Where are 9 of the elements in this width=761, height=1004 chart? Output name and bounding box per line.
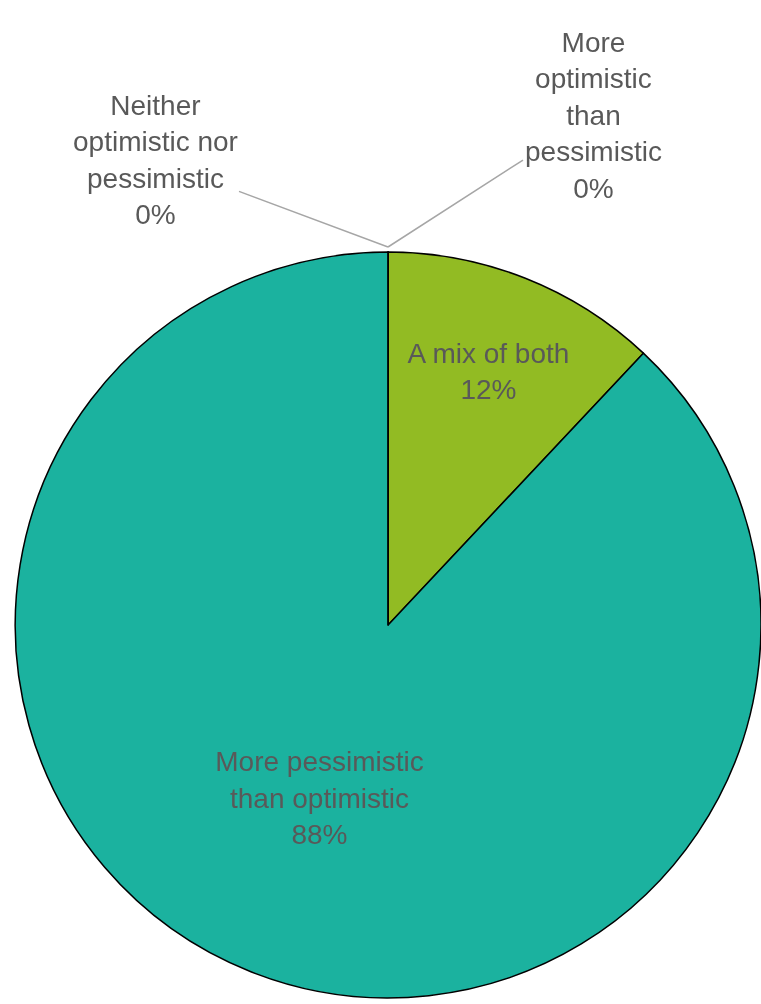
text: 0% (135, 199, 176, 231)
data-label: 12% (460, 374, 517, 406)
category-label: More optimistic than pessimistic (525, 27, 662, 168)
pie-slice (14, 251, 761, 999)
slice-label: More pessimistic than optimistic (215, 746, 424, 814)
category-label: Neither optimistic nor pessimistic (73, 90, 238, 194)
data-label: 88% (291, 819, 348, 851)
slice-label: A mix of both (407, 337, 570, 369)
text: 0% (573, 172, 614, 204)
